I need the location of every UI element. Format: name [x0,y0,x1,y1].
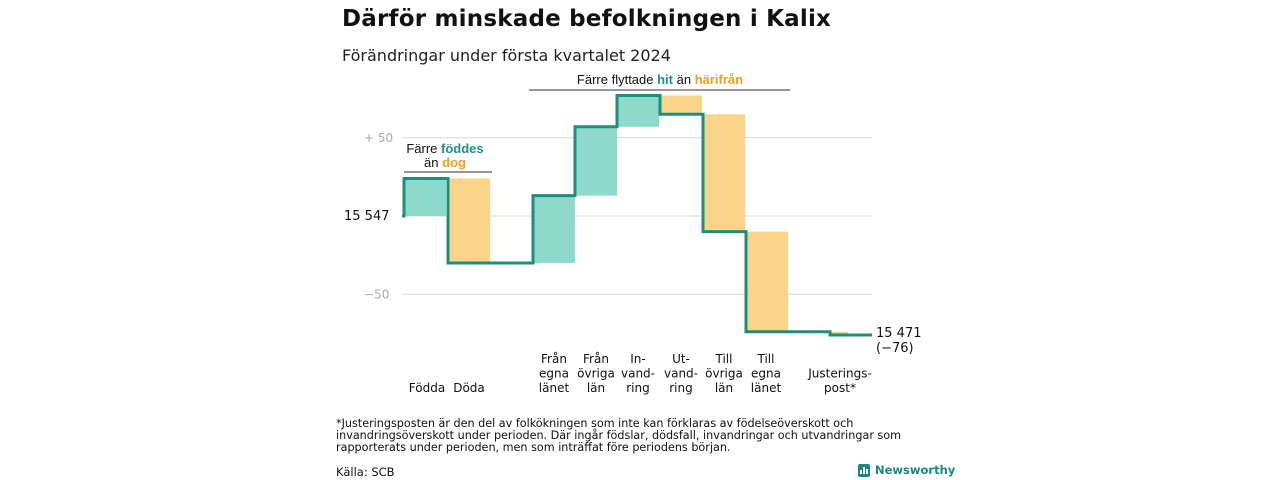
category-label: post* [824,381,856,395]
end-change-label: (−76) [876,341,914,356]
category-label: län [715,381,733,395]
category-label: Från [583,352,609,366]
category-label: övriga [705,367,743,381]
births-annotation-line2: än dog [424,155,466,170]
category-label: övriga [577,367,615,381]
gridlines: + 50 15 547 −50 [344,131,872,301]
y-tick-label: + 50 [364,131,393,145]
category-labels: Födda DödaFrånegnalänetFrånövrigalänIn-va… [409,326,922,395]
category-label: länet [539,381,570,395]
y-tick-label: −50 [364,287,389,301]
category-label: In- [630,352,645,366]
category-label: länet [751,381,782,395]
waterfall-bar [448,178,490,263]
waterfall-bar [533,195,575,263]
end-value-label: 15 471 [876,326,922,341]
waterfall-bar [617,95,659,127]
waterfall-bar [404,178,446,216]
category-label: län [587,381,605,395]
waterfall-bar [660,95,702,115]
bars [404,95,848,335]
category-label: Justerings- [807,367,872,381]
category-label: ring [626,381,650,395]
waterfall-bar [746,231,788,332]
category-label: ring [669,381,693,395]
category-label: Döda [453,381,485,395]
category-label: egna [751,367,781,381]
chart-subtitle: Förändringar under första kvartalet 2024 [342,46,671,65]
category-label: Till [715,352,733,366]
source-text: Källa: SCB [336,465,395,479]
category-label: Från [541,352,567,366]
category-label: vand- [621,367,655,381]
chart-title: Därför minskade befolkningen i Kalix [342,6,832,32]
newsworthy-icon [858,463,870,477]
footnote: *Justeringsposten är den del av folkökni… [336,417,902,454]
category-label: Födda [409,381,445,395]
births-annotation-line1: Färre föddes [406,141,483,156]
category-label: Ut- [672,352,690,366]
brand-name: Newsworthy [875,463,956,477]
waterfall-bar [703,114,745,232]
category-label: vand- [664,367,698,381]
waterfall-bar [575,126,617,196]
waterfall-bar [830,331,848,335]
migration-annotation: Färre flyttade hit än härifrån [577,72,743,87]
cumulative-step-line [402,93,872,337]
category-label: Till [757,352,775,366]
y-tick-label: 15 547 [344,209,390,224]
category-label: egna [539,367,569,381]
brand-logo: Newsworthy [858,463,955,477]
